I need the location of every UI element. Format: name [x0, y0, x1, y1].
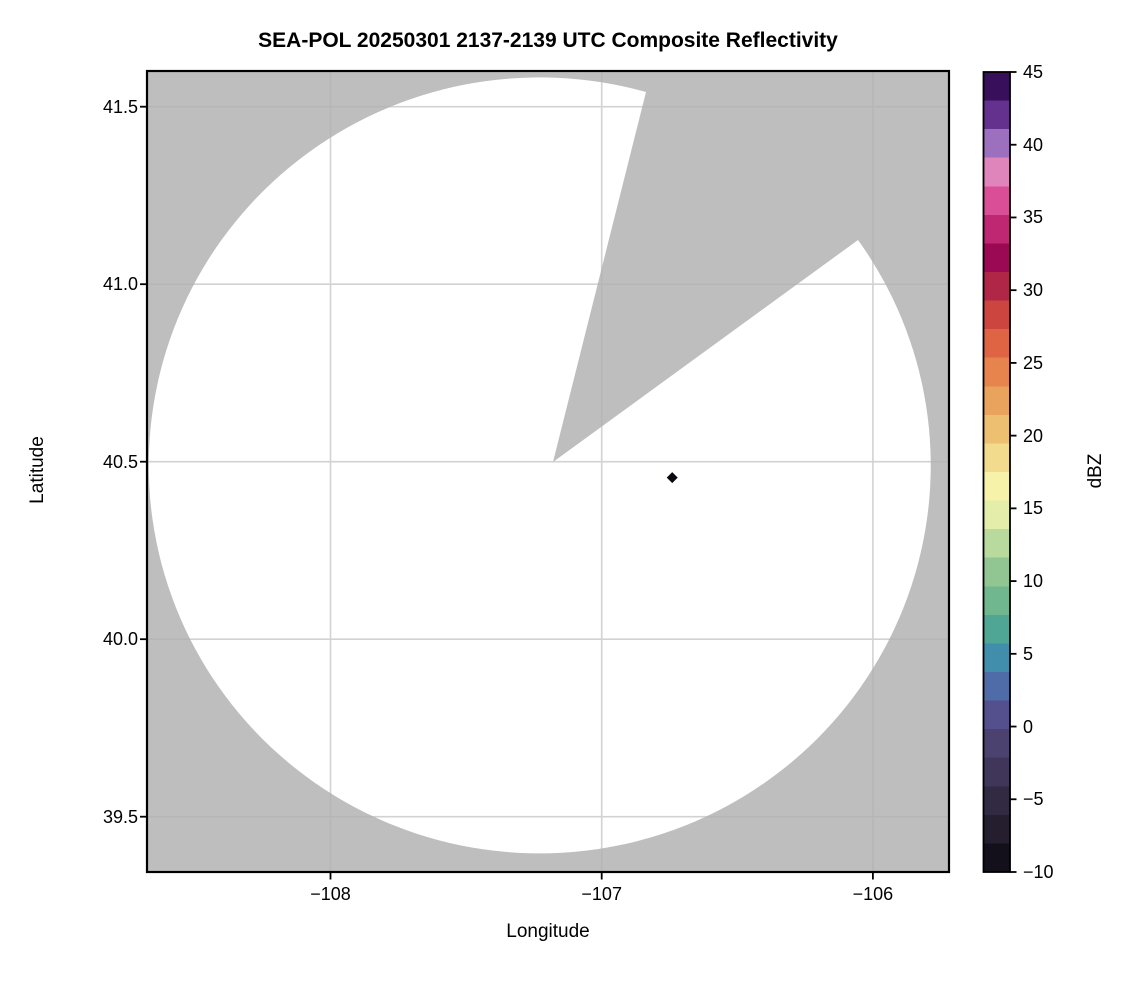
axis-ticks: [140, 105, 874, 880]
colorbar-tick-label: −5: [1023, 789, 1044, 810]
colorbar-tick-label: 15: [1023, 498, 1044, 519]
colorbar-tick-label: 35: [1023, 207, 1044, 228]
x-tick-label: −108: [310, 884, 351, 904]
colorbar-label: dBZ: [1085, 453, 1106, 489]
reflectivity-echo-marker: [666, 472, 678, 484]
y-tick-label: 41.5: [102, 96, 138, 117]
plot-frame: [145, 69, 951, 874]
colorbar-tick-label: 10: [1023, 571, 1044, 592]
colorbar-tick-label: 30: [1023, 280, 1044, 301]
y-tick-label: 39.5: [102, 806, 138, 827]
colorbar-tick-label: 0: [1023, 716, 1034, 737]
colorbar-frame: [982, 71, 1011, 873]
colorbar-tick-label: −10: [1023, 862, 1054, 882]
echo-marker-layer: [666, 472, 678, 484]
colorbar-tick-label: 5: [1023, 643, 1034, 664]
colorbar-tick-label: 25: [1023, 352, 1044, 373]
no-data-region: [147, 71, 949, 872]
y-tick-label: 40.0: [102, 629, 138, 650]
colorbar-gradient: [983, 72, 1010, 872]
colorbar-tick-label: 40: [1023, 134, 1044, 155]
plot-title: SEA-POL 20250301 2137-2139 UTC Composite…: [258, 29, 838, 52]
y-tick-label: 40.5: [102, 451, 138, 472]
colorbar-ticks: [1010, 71, 1017, 873]
x-axis-label: Longitude: [506, 921, 590, 942]
x-tick-label: −106: [852, 884, 894, 904]
colorbar-tick-label: 20: [1023, 425, 1044, 446]
y-tick-label: 41.0: [102, 274, 138, 295]
colorbar-tick-label: 45: [1023, 62, 1044, 82]
y-axis-label: Latitude: [27, 436, 48, 504]
x-tick-label: −107: [581, 884, 622, 904]
